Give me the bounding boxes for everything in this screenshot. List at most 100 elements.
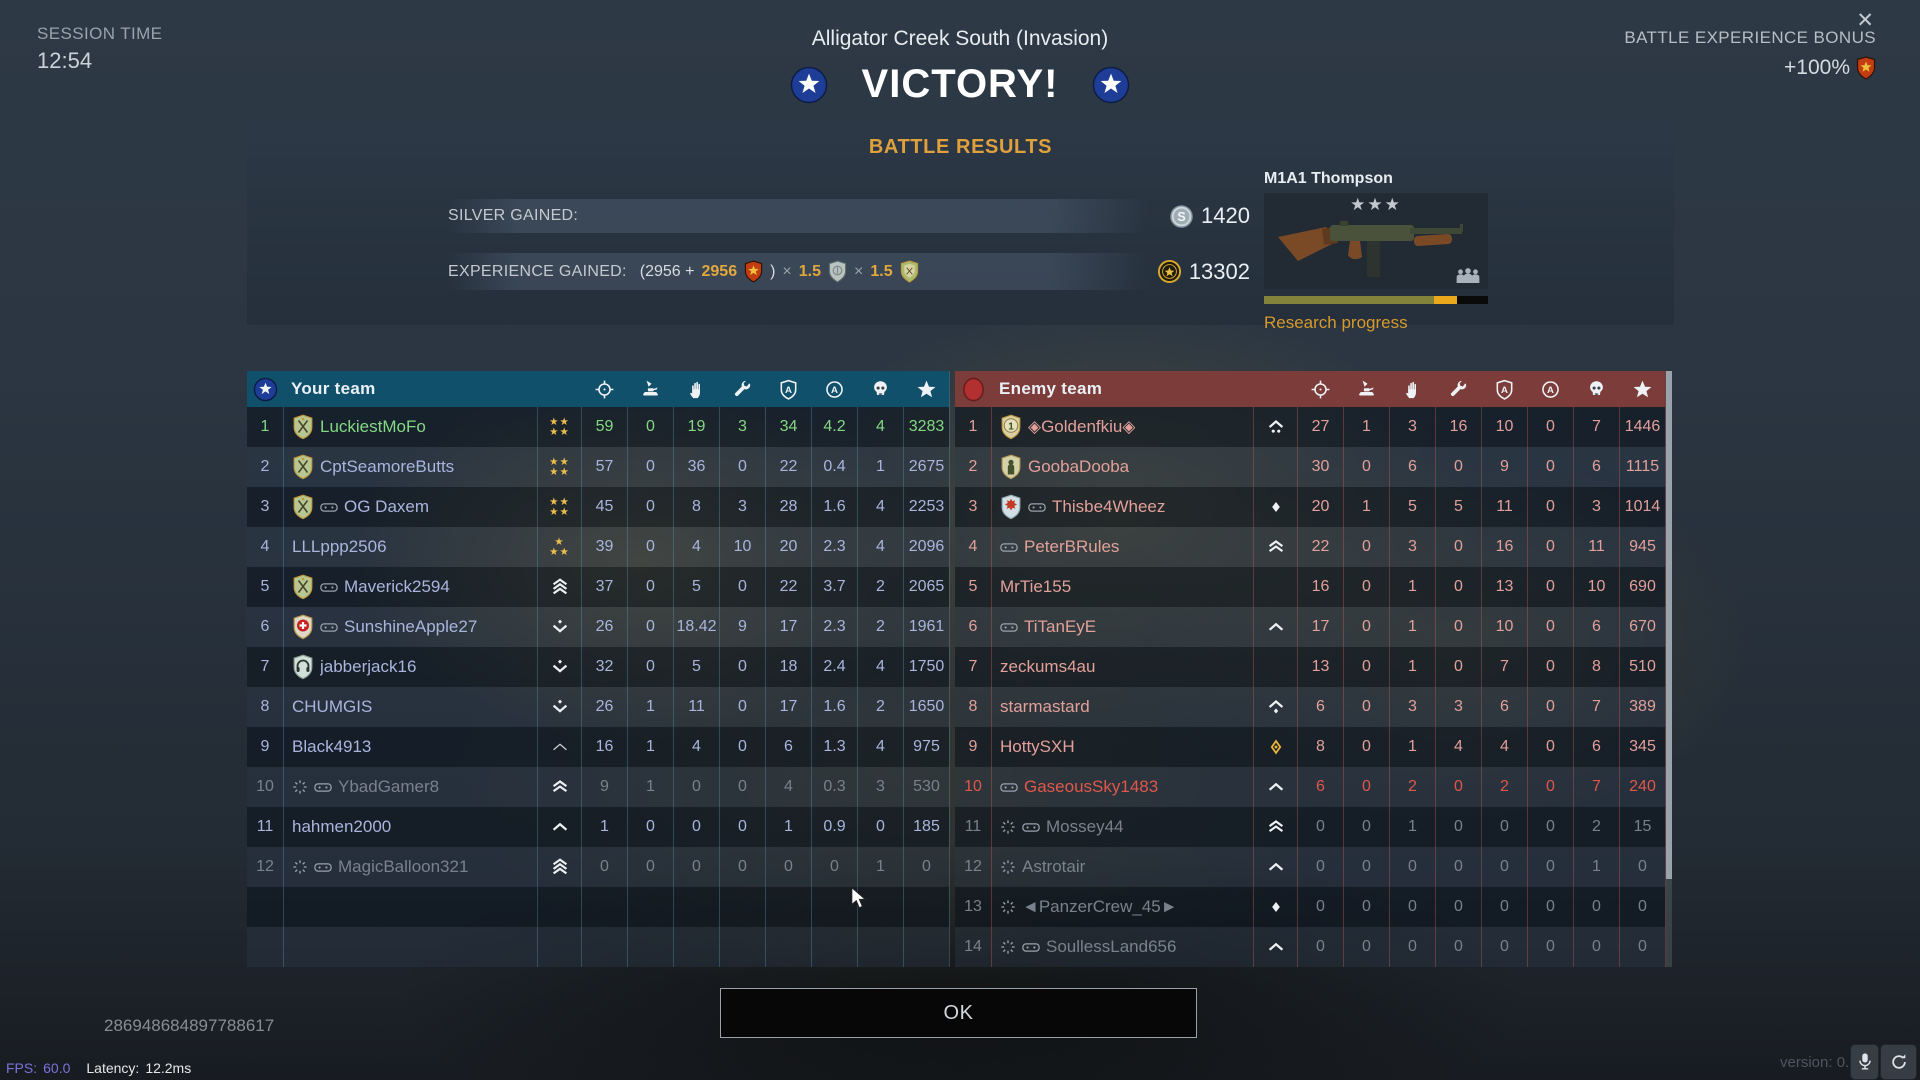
stat-value: 0 [719,767,765,807]
circle-a-icon: A [824,379,845,400]
stat-value: 0 [1619,887,1665,927]
rank-icon [1253,727,1297,767]
stat-value: 1.6 [811,687,857,727]
player-row[interactable]: 9 Black4913 16 1 4 0 6 1.3 4 975 [247,727,949,767]
player-row[interactable]: 3 Thisbe4Wheez 20 1 5 5 11 0 3 1014 [955,487,1665,527]
sync-button[interactable] [1880,1044,1917,1080]
disconnected-icon [292,779,308,795]
stat-value: 0 [811,847,857,887]
player-name: Astrotair [991,847,1253,887]
rank-icon: ★★ ★★ [537,407,581,447]
player-row[interactable]: 7 jabberjack16 32 0 5 0 18 2.4 4 1750 [247,647,949,687]
player-row[interactable]: 1 LuckiestMoFo ★★ ★★ 59 0 19 3 34 4.2 4 3283 [247,407,949,447]
player-row[interactable]: 5 Maverick2594 37 0 5 0 22 3.7 2 2065 [247,567,949,607]
stat-value: 22 [765,447,811,487]
arrow-down-icon [549,616,571,638]
stat-value: 1446 [1619,407,1665,447]
player-name: Maverick2594 [283,567,537,607]
scrollbar[interactable] [1666,371,1672,967]
stat-value: 30 [1297,447,1343,487]
gamepad-icon [314,781,332,794]
player-row[interactable]: 14 SoullessLand656 0 0 0 0 0 0 0 0 [955,927,1665,967]
stat-value: 10 [1573,567,1619,607]
player-row[interactable]: 6 TiTanEyE 17 0 1 0 10 0 6 670 [955,607,1665,647]
stat-value: 36 [673,447,719,487]
player-row[interactable]: 10 YbadGamer8 9 1 0 0 4 0.3 3 530 [247,767,949,807]
stat-value: 2.3 [811,527,857,567]
stat-value [811,887,857,927]
ok-button[interactable]: OK [720,988,1197,1038]
player-row[interactable]: 6 SunshineApple27 26 0 18.42 9 17 2.3 2 1961 [247,607,949,647]
stat-value [857,927,903,967]
stat-value: 8 [1297,727,1343,767]
stat-value: 2675 [903,447,949,487]
stat-value: 16 [1481,527,1527,567]
stat-value: 3 [1389,527,1435,567]
player-row[interactable]: 8 starmastard 6 0 3 3 6 0 7 389 [955,687,1665,727]
player-position [247,927,283,967]
microphone-button[interactable] [1850,1044,1879,1080]
stat-value: 1 [1343,407,1389,447]
latency-value: 12.2ms [145,1060,192,1076]
stat-value: 2.4 [811,647,857,687]
player-row[interactable]: 3 OG Daxem ★★ ★★ 45 0 8 3 28 1.6 4 2253 [247,487,949,527]
booster-shield-icon [1856,56,1876,80]
player-row[interactable]: 5 MrTie155 16 0 1 0 13 0 10 690 [955,567,1665,607]
stat-value: 0 [1527,407,1573,447]
player-name: starmastard [991,687,1253,727]
stat-value [719,887,765,927]
player-row[interactable]: 8 CHUMGIS 26 1 11 0 17 1.6 2 1650 [247,687,949,727]
player-row[interactable]: 11 hahmen2000 1 0 0 0 1 0.9 0 185 [247,807,949,847]
player-row[interactable]: 12 Astrotair 0 0 0 0 0 0 1 0 [955,847,1665,887]
stat-value: 0 [1343,727,1389,767]
scrollbar-thumb[interactable] [1666,371,1672,879]
stat-value: 2.3 [811,607,857,647]
rank-icon [537,687,581,727]
research-progress-link[interactable]: Research progress [1264,313,1408,332]
stat-value: 1 [1389,807,1435,847]
chevron-1-icon [1265,936,1287,958]
player-row[interactable]: 7 zeckums4au 13 0 1 0 7 0 8 510 [955,647,1665,687]
player-row[interactable]: 2 CptSeamoreButts ★★ ★★ 57 0 36 0 22 0.4 1 2675 [247,447,949,487]
player-position: 3 [968,498,978,515]
stat-value: 17 [765,607,811,647]
stat-value: 0 [1527,607,1573,647]
player-row[interactable]: 4 LLLppp2506 ★ ★★ 39 0 4 10 20 2.3 4 2096 [247,527,949,567]
player-row[interactable]: 4 PeterBRules 22 0 3 0 16 0 11 945 [955,527,1665,567]
vehicle-destroyed-icon [640,379,661,400]
stat-value [811,927,857,967]
player-row[interactable]: 9 HottySXH 8 0 1 4 4 0 6 345 [955,727,1665,767]
stat-value: 16 [1435,407,1481,447]
player-row[interactable]: 1 1 ◈Goldenfkiu◈ 27 1 3 16 10 0 7 1446 [955,407,1665,447]
player-row[interactable]: 11 Mossey44 0 0 1 0 0 0 2 15 [955,807,1665,847]
player-row[interactable]: 13 ◄PanzerCrew_45► 0 0 0 0 0 0 0 0 [955,887,1665,927]
stars-4-icon: ★★ ★★ [549,496,570,518]
silver-gained-value-group: S 1420 [1169,198,1250,234]
stat-value: 6 [1481,687,1527,727]
session-time-value: 12:54 [37,48,93,73]
progress-filled [1264,296,1435,304]
decal-headphones-icon [292,654,314,680]
close-button[interactable]: ✕ [1856,9,1874,32]
player-row[interactable]: 2 GoobaDooba 30 0 6 0 9 0 6 1115 [955,447,1665,487]
exp-multiplier-1: 1.5 [798,262,822,280]
stat-value: 0 [1527,567,1573,607]
rank-icon: ★ ★★ [537,527,581,567]
player-name: 1 ◈Goldenfkiu◈ [991,407,1253,447]
rank-icon [1253,807,1297,847]
player-row[interactable]: 10 GaseousSky1483 6 0 2 0 2 0 7 240 [955,767,1665,807]
stat-value: 11 [1573,527,1619,567]
stat-value: 4.2 [811,407,857,447]
rank-icon [537,647,581,687]
stat-value: 4 [857,527,903,567]
player-row[interactable]: 12 MagicBalloon321 0 0 0 0 0 0 1 0 [247,847,949,887]
stat-value: 0 [1435,607,1481,647]
stat-value: 0.3 [811,767,857,807]
stat-value: 8 [1573,647,1619,687]
research-weapon-card[interactable]: M1A1 Thompson ★★★ Research progress [1264,170,1488,333]
stat-value: 0 [627,407,673,447]
chevron-1-icon [1265,856,1287,878]
progress-gained [1434,296,1457,304]
rank-icon [537,767,581,807]
sync-icon [1890,1053,1908,1071]
